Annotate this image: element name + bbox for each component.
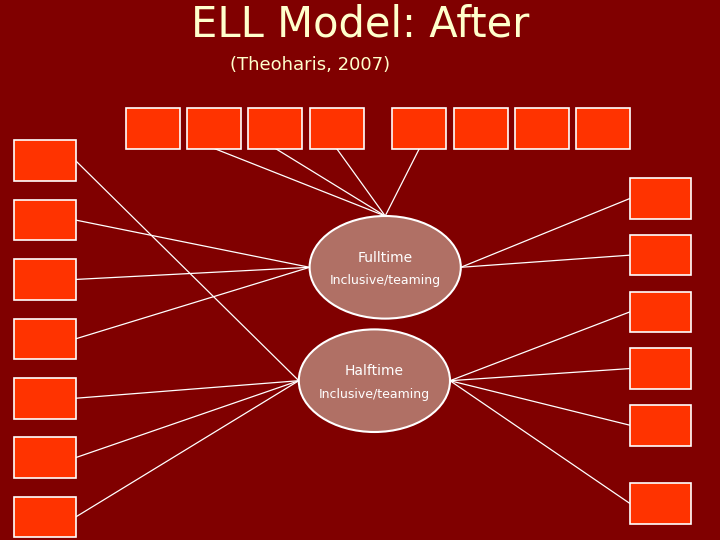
- Text: Halftime: Halftime: [345, 364, 404, 378]
- FancyBboxPatch shape: [14, 497, 76, 537]
- FancyBboxPatch shape: [630, 483, 691, 524]
- Text: Inclusive/teaming: Inclusive/teaming: [319, 388, 430, 401]
- Text: (Theoharis, 2007): (Theoharis, 2007): [230, 56, 390, 74]
- FancyBboxPatch shape: [14, 437, 76, 478]
- FancyBboxPatch shape: [126, 108, 180, 148]
- FancyBboxPatch shape: [630, 405, 691, 446]
- FancyBboxPatch shape: [454, 108, 508, 148]
- Ellipse shape: [299, 329, 450, 432]
- Ellipse shape: [310, 216, 461, 319]
- Text: ELL Model: After: ELL Model: After: [191, 3, 529, 45]
- FancyBboxPatch shape: [310, 108, 364, 148]
- FancyBboxPatch shape: [576, 108, 630, 148]
- FancyBboxPatch shape: [14, 378, 76, 419]
- FancyBboxPatch shape: [248, 108, 302, 148]
- FancyBboxPatch shape: [14, 200, 76, 240]
- FancyBboxPatch shape: [14, 140, 76, 181]
- FancyBboxPatch shape: [630, 292, 691, 332]
- Text: Fulltime: Fulltime: [358, 251, 413, 265]
- FancyBboxPatch shape: [14, 319, 76, 359]
- FancyBboxPatch shape: [515, 108, 569, 148]
- FancyBboxPatch shape: [187, 108, 241, 148]
- Text: Inclusive/teaming: Inclusive/teaming: [330, 274, 441, 287]
- FancyBboxPatch shape: [630, 235, 691, 275]
- FancyBboxPatch shape: [392, 108, 446, 148]
- FancyBboxPatch shape: [630, 348, 691, 389]
- FancyBboxPatch shape: [14, 259, 76, 300]
- FancyBboxPatch shape: [630, 178, 691, 219]
